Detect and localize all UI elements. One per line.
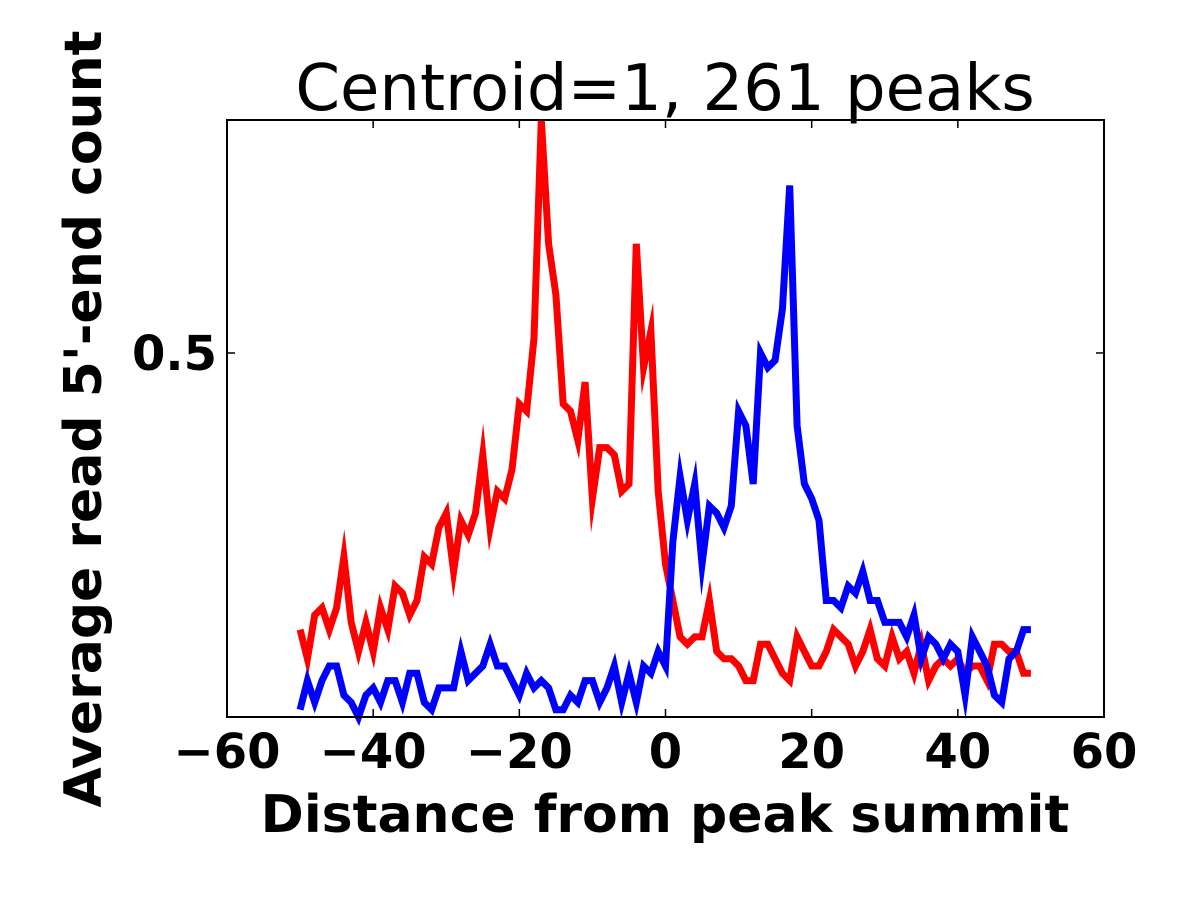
x-tick-label: −40 (320, 724, 427, 780)
x-tick-label: 40 (924, 724, 991, 780)
y-axis-label: Average read 5'-end count (54, 31, 114, 808)
series-line-2 (296, 185, 1031, 727)
x-tick-label: −60 (173, 724, 280, 780)
x-tick-label: 60 (1071, 724, 1138, 780)
series-line-1 (296, 119, 1031, 692)
x-tick-label: 0 (649, 724, 682, 780)
plot-frame (226, 119, 1105, 718)
x-tick-label: 20 (778, 724, 845, 780)
x-tick-label: −20 (466, 724, 573, 780)
x-axis-label: Distance from peak summit (261, 785, 1070, 845)
chart-title: Centroid=1, 261 peaks (295, 52, 1034, 126)
ticks-layer: −60 −40 −20 0 20 40 60 0.5 (132, 120, 1137, 780)
series-layer (296, 119, 1031, 727)
y-tick-label: 0.5 (132, 326, 217, 382)
